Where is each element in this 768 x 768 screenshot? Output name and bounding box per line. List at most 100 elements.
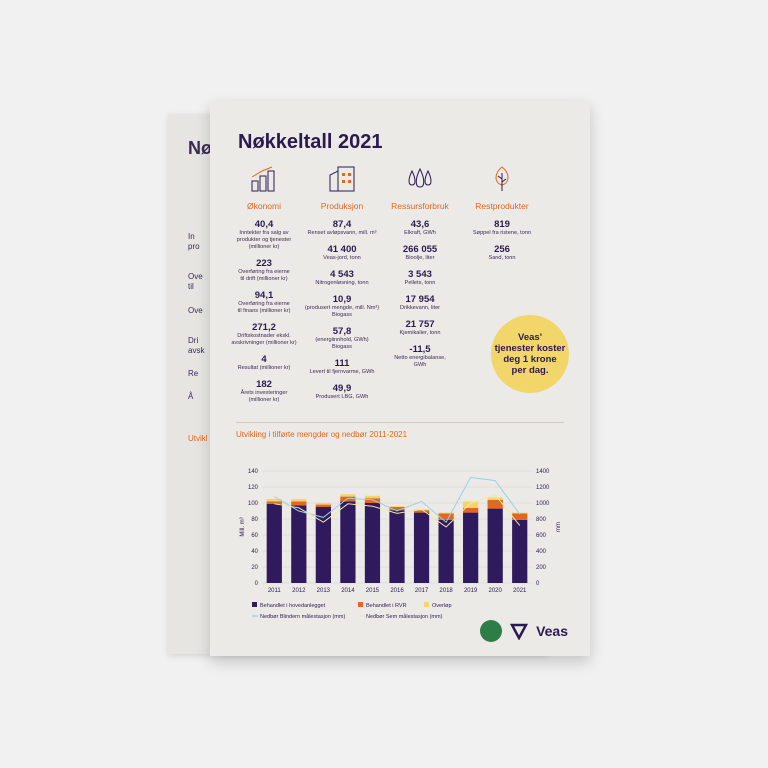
stat-item: 43,6 Elkraft, GWh bbox=[376, 219, 464, 237]
bar-segment bbox=[389, 507, 405, 511]
front-sheet: Nøkkeltall 2021 Økonomi 40,4 Inntekter fra… bbox=[210, 101, 590, 656]
y-axis-label: Mill. m³ bbox=[240, 517, 246, 536]
legend-swatch bbox=[252, 602, 257, 607]
precip-line bbox=[274, 494, 521, 528]
bar-segment bbox=[463, 501, 479, 508]
stat-item: 21 757 Kjemikalier, tonn bbox=[376, 319, 464, 337]
stat-item: 4 Resultat (millioner kr) bbox=[220, 354, 308, 372]
y-tick-label: 0 bbox=[255, 581, 259, 587]
x-tick-label: 2021 bbox=[513, 588, 527, 594]
stat-item: 87,4 Renset avløpsvann, mill. m³ bbox=[298, 219, 386, 237]
bar-segment bbox=[487, 499, 503, 509]
ghost-text: pro bbox=[188, 242, 200, 251]
stat-item: 271,2 Driftskostnader ekskl. avskrivninge… bbox=[220, 322, 308, 347]
legend-swatch bbox=[424, 602, 429, 607]
stat-value: -11,5 bbox=[409, 344, 431, 355]
stat-item: 819 Søppel fra ristene, tonn bbox=[458, 219, 546, 237]
inflow-chart: 0204060801001201400200400600800100012001… bbox=[240, 469, 562, 620]
legend-label: Overløp bbox=[432, 603, 452, 609]
tree-icon bbox=[486, 163, 518, 195]
stat-description: Inntekter fra salg av produkter og tjene… bbox=[236, 230, 292, 250]
stat-value: 49,9 bbox=[332, 383, 352, 394]
stat-column-2: Ressursforbruk 43,6 Elkraft, GWh 266 055 Bio… bbox=[376, 163, 464, 376]
column-heading: Ressursforbruk bbox=[391, 201, 449, 211]
y-tick-label: 60 bbox=[251, 533, 258, 539]
x-tick-label: 2020 bbox=[489, 588, 503, 594]
bar-segment bbox=[291, 505, 307, 583]
bar-segment bbox=[315, 504, 331, 507]
legend-label: Nedbør Sem målestasjon (mm) bbox=[366, 613, 443, 620]
x-tick-label: 2016 bbox=[390, 588, 404, 594]
stat-description: Nitrogenløsning, tonn bbox=[315, 280, 369, 286]
stat-item: 3 543 Pellets, tonn bbox=[376, 269, 464, 287]
bar-segment bbox=[315, 507, 331, 583]
x-tick-label: 2013 bbox=[317, 588, 331, 594]
stat-column-0: Økonomi 40,4 Inntekter fra salg av produkt… bbox=[220, 163, 308, 411]
ghost-text: Ove bbox=[188, 272, 203, 281]
stat-description: Elkraft, GWh bbox=[404, 230, 436, 236]
footer: Veas bbox=[480, 620, 568, 642]
x-tick-label: 2018 bbox=[439, 588, 453, 594]
bar-segment bbox=[340, 501, 356, 583]
bar-segment bbox=[512, 513, 528, 520]
bar-segment bbox=[413, 512, 430, 583]
stat-value: 111 bbox=[334, 358, 350, 369]
stat-description: Overføring fra eierne til finans (millio… bbox=[237, 301, 291, 314]
stat-description: Pellets, tonn bbox=[404, 280, 436, 286]
x-tick-label: 2015 bbox=[366, 588, 380, 594]
stat-column-1: Produksjon 87,4 Renset avløpsvann, mill. m… bbox=[298, 163, 386, 408]
bar-segment bbox=[315, 503, 331, 505]
badge-text: Veas' tjenester koster deg 1 krone per d… bbox=[494, 332, 566, 376]
legend-label: Nedbør Blindern målestasjon (mm) bbox=[260, 613, 345, 620]
bar-segment bbox=[438, 512, 454, 514]
page-title: Nøkkeltall 2021 bbox=[238, 131, 383, 153]
bar-segment bbox=[512, 519, 528, 583]
stat-description: (energiinnhold, GWh) Biogass bbox=[315, 337, 369, 350]
stat-description: Veas-jord, tonn bbox=[323, 255, 361, 261]
stat-value: 41 400 bbox=[327, 244, 357, 255]
stat-description: Produsert LBG, GWh bbox=[315, 394, 369, 400]
stat-description: Netto energibalanse, GWh bbox=[394, 355, 446, 368]
y-tick-label: 20 bbox=[251, 565, 258, 571]
legend-label: Behandlet i hovedanlegget bbox=[260, 603, 326, 609]
stat-item: 223 Overføring fra eierne til drift (mill… bbox=[220, 258, 308, 283]
y2-tick-label: 1200 bbox=[536, 485, 550, 491]
bar-segment bbox=[512, 512, 528, 514]
bar-segment bbox=[266, 503, 282, 583]
x-tick-label: 2019 bbox=[464, 588, 478, 594]
bar-segment bbox=[413, 510, 430, 513]
stat-description: (produsert mengde, mill. Nm³) Biogass bbox=[304, 305, 380, 318]
swan-ecolabel-icon bbox=[480, 620, 503, 642]
bar-segment bbox=[487, 497, 503, 500]
y2-tick-label: 800 bbox=[536, 517, 547, 523]
bar-segment bbox=[389, 510, 405, 583]
stat-value: 182 bbox=[256, 379, 272, 390]
bar-segment bbox=[463, 507, 479, 513]
column-heading: Restprodukter bbox=[475, 201, 529, 211]
y2-tick-label: 400 bbox=[536, 549, 547, 555]
bar-segment bbox=[266, 501, 282, 504]
y2-tick-label: 1400 bbox=[536, 469, 550, 475]
stat-item: 4 543 Nitrogenløsning, tonn bbox=[298, 269, 386, 287]
legend-label: Behandlet i RVR bbox=[366, 603, 407, 609]
y-tick-label: 100 bbox=[248, 501, 259, 507]
stat-value: 40,4 bbox=[254, 219, 274, 230]
bar-chart-icon bbox=[248, 163, 280, 195]
bar-segment bbox=[340, 494, 356, 497]
ghost-text: In bbox=[188, 232, 195, 241]
y2-tick-label: 600 bbox=[536, 533, 547, 539]
stat-description: Søppel fra ristene, tonn bbox=[472, 230, 532, 236]
column-heading: Økonomi bbox=[246, 201, 281, 211]
veas-logo-icon bbox=[510, 623, 529, 640]
stat-item: 41 400 Veas-jord, tonn bbox=[298, 244, 386, 262]
drops-icon bbox=[404, 163, 436, 195]
stat-value: 87,4 bbox=[332, 219, 352, 230]
divider bbox=[236, 422, 564, 423]
x-tick-label: 2012 bbox=[292, 588, 306, 594]
bar-segment bbox=[389, 506, 405, 507]
stat-description: Sand, tonn bbox=[488, 255, 516, 261]
stat-item: 256 Sand, tonn bbox=[458, 244, 546, 262]
stat-value: 266 055 bbox=[402, 244, 438, 255]
ghost-text: Utvikl bbox=[188, 434, 208, 443]
precip-line bbox=[274, 476, 521, 523]
